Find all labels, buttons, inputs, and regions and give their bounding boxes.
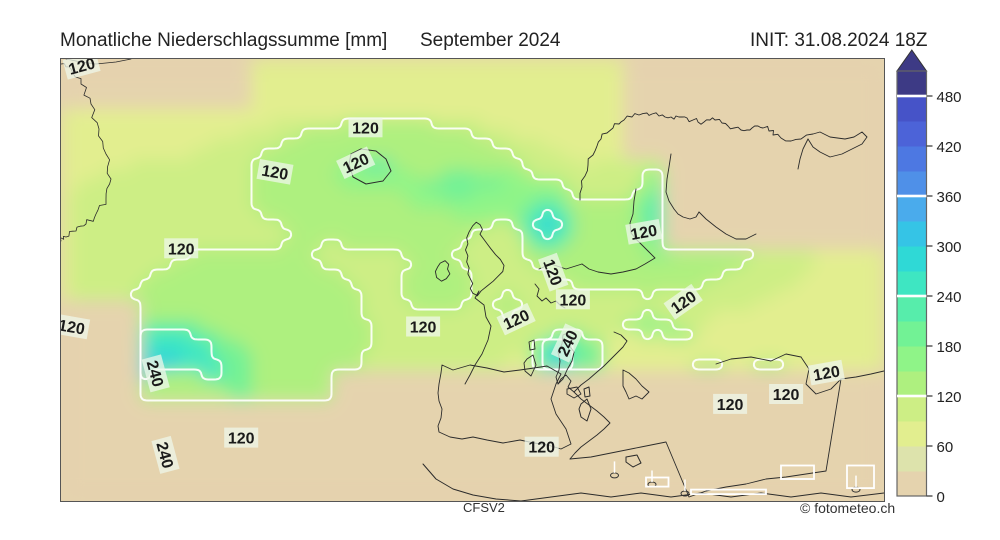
- svg-text:60: 60: [937, 439, 954, 456]
- svg-text:180: 180: [937, 339, 962, 356]
- svg-text:420: 420: [937, 139, 962, 156]
- svg-text:300: 300: [937, 239, 962, 256]
- svg-text:360: 360: [937, 189, 962, 206]
- svg-text:480: 480: [937, 89, 962, 106]
- svg-text:240: 240: [937, 289, 962, 306]
- svg-text:0: 0: [937, 489, 945, 506]
- svg-text:120: 120: [937, 389, 962, 406]
